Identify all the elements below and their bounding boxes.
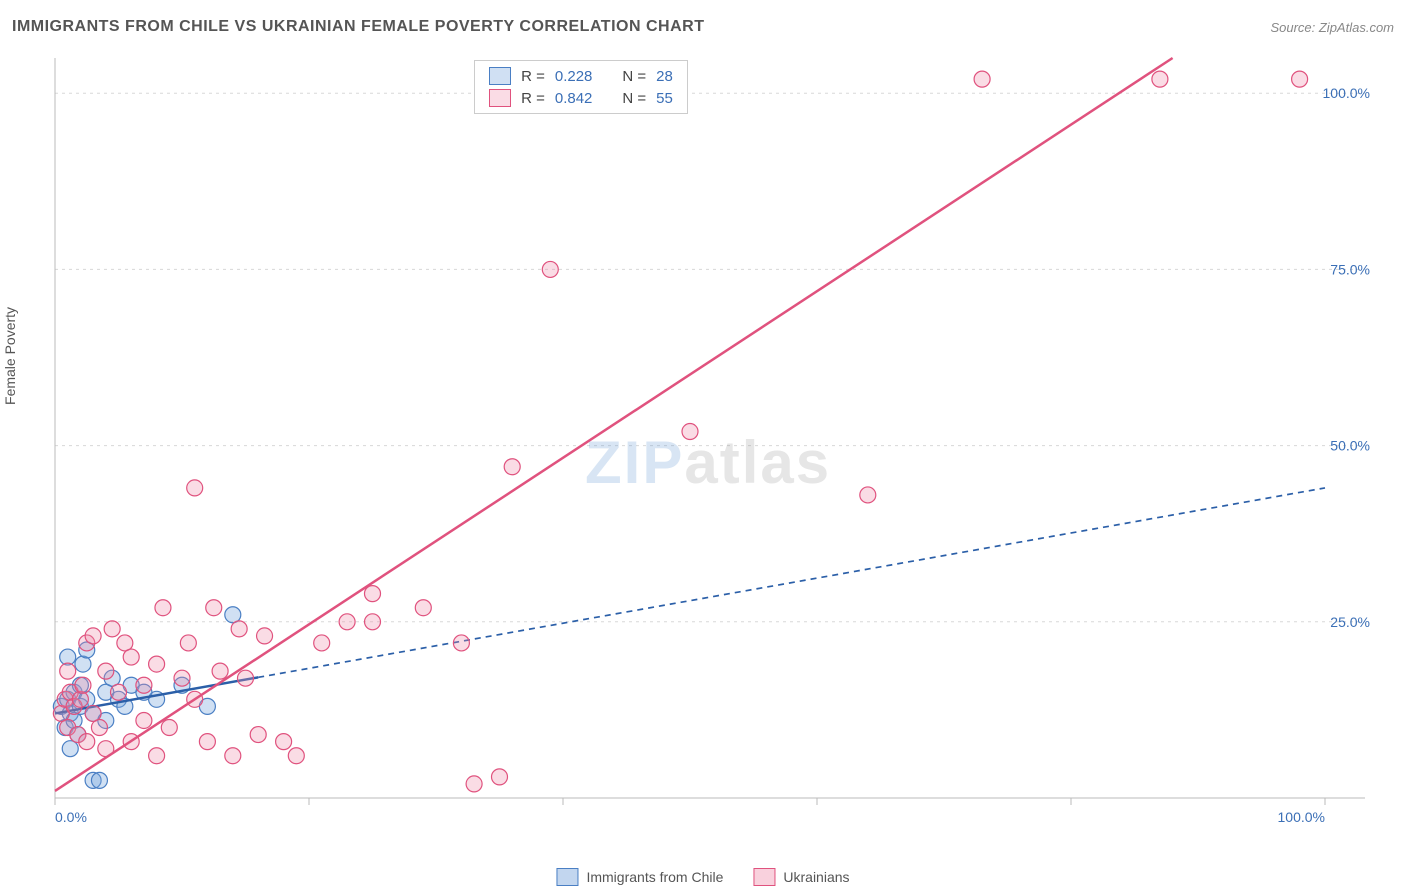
x-tick-label: 0.0% — [55, 809, 87, 825]
y-tick-label: 50.0% — [1330, 438, 1370, 454]
legend-swatch — [556, 868, 578, 886]
series-legend: Immigrants from Chile Ukrainians — [556, 868, 849, 886]
bottom-legend-item: Ukrainians — [753, 868, 849, 886]
plot-svg: 0.0% 100.0% 25.0% 50.0% 75.0% 100.0% — [45, 48, 1375, 838]
r-value: 0.842 — [555, 90, 593, 107]
bottom-legend-item: Immigrants from Chile — [556, 868, 723, 886]
chart-title: IMMIGRANTS FROM CHILE VS UKRAINIAN FEMAL… — [12, 18, 704, 36]
n-value: 28 — [656, 68, 673, 85]
correlation-legend: R = 0.228 N = 28 R = 0.842 N = 55 — [474, 60, 688, 114]
header: IMMIGRANTS FROM CHILE VS UKRAINIAN FEMAL… — [12, 18, 1394, 36]
y-tick-label: 75.0% — [1330, 261, 1370, 277]
r-value: 0.228 — [555, 68, 593, 85]
legend-row: R = 0.228 N = 28 — [489, 67, 673, 85]
legend-label: Immigrants from Chile — [586, 869, 723, 885]
legend-row: R = 0.842 N = 55 — [489, 89, 673, 107]
y-axis-label: Female Poverty — [2, 307, 18, 405]
legend-swatch — [489, 67, 511, 85]
y-tick-label: 25.0% — [1330, 614, 1370, 630]
r-label: R = — [521, 68, 545, 85]
n-label: N = — [622, 68, 646, 85]
n-label: N = — [622, 90, 646, 107]
x-tick-label: 100.0% — [1278, 809, 1325, 825]
legend-label: Ukrainians — [783, 869, 849, 885]
y-tick-label: 100.0% — [1323, 85, 1370, 101]
source-attribution: Source: ZipAtlas.com — [1270, 20, 1394, 35]
n-value: 55 — [656, 90, 673, 107]
legend-swatch — [489, 89, 511, 107]
legend-swatch — [753, 868, 775, 886]
r-label: R = — [521, 90, 545, 107]
scatter-chart: 0.0% 100.0% 25.0% 50.0% 75.0% 100.0% R = 0.228… — [45, 48, 1375, 838]
